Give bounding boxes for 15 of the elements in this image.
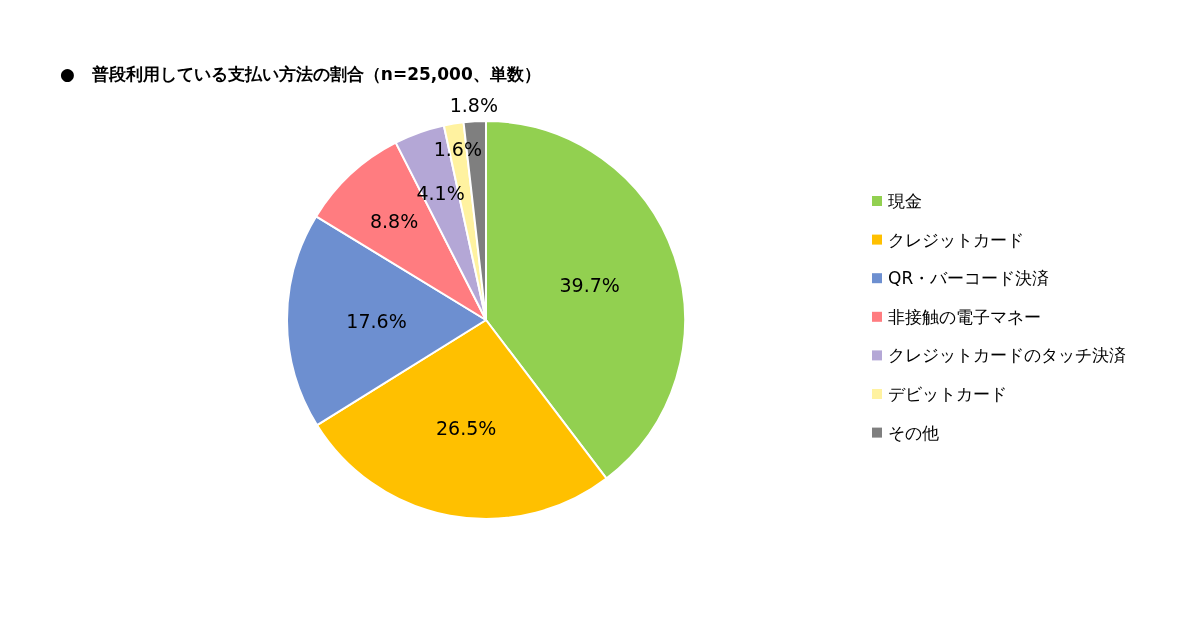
data-label: 1.8% bbox=[449, 94, 499, 117]
legend-label: QR・バーコード決済 bbox=[888, 268, 1050, 289]
legend-label: 現金 bbox=[888, 191, 922, 211]
chart-title: ● 普段利用している支払い方法の割合（n=25,000、単数） bbox=[60, 64, 541, 84]
data-label: 39.7% bbox=[559, 274, 620, 297]
legend-label: クレジットカードのタッチ決済 bbox=[888, 345, 1126, 366]
data-label: 17.6% bbox=[346, 309, 407, 332]
legend-label: デビットカード bbox=[888, 384, 1007, 404]
data-label: 4.1% bbox=[416, 181, 465, 204]
data-label: 8.8% bbox=[369, 209, 419, 232]
legend-label: 非接触の電子マネー bbox=[888, 306, 1041, 327]
data-label: 26.5% bbox=[436, 416, 497, 439]
data-label: 1.6% bbox=[433, 138, 483, 161]
legend-label: クレジットカード bbox=[888, 229, 1024, 250]
legend-label: その他 bbox=[888, 422, 939, 443]
